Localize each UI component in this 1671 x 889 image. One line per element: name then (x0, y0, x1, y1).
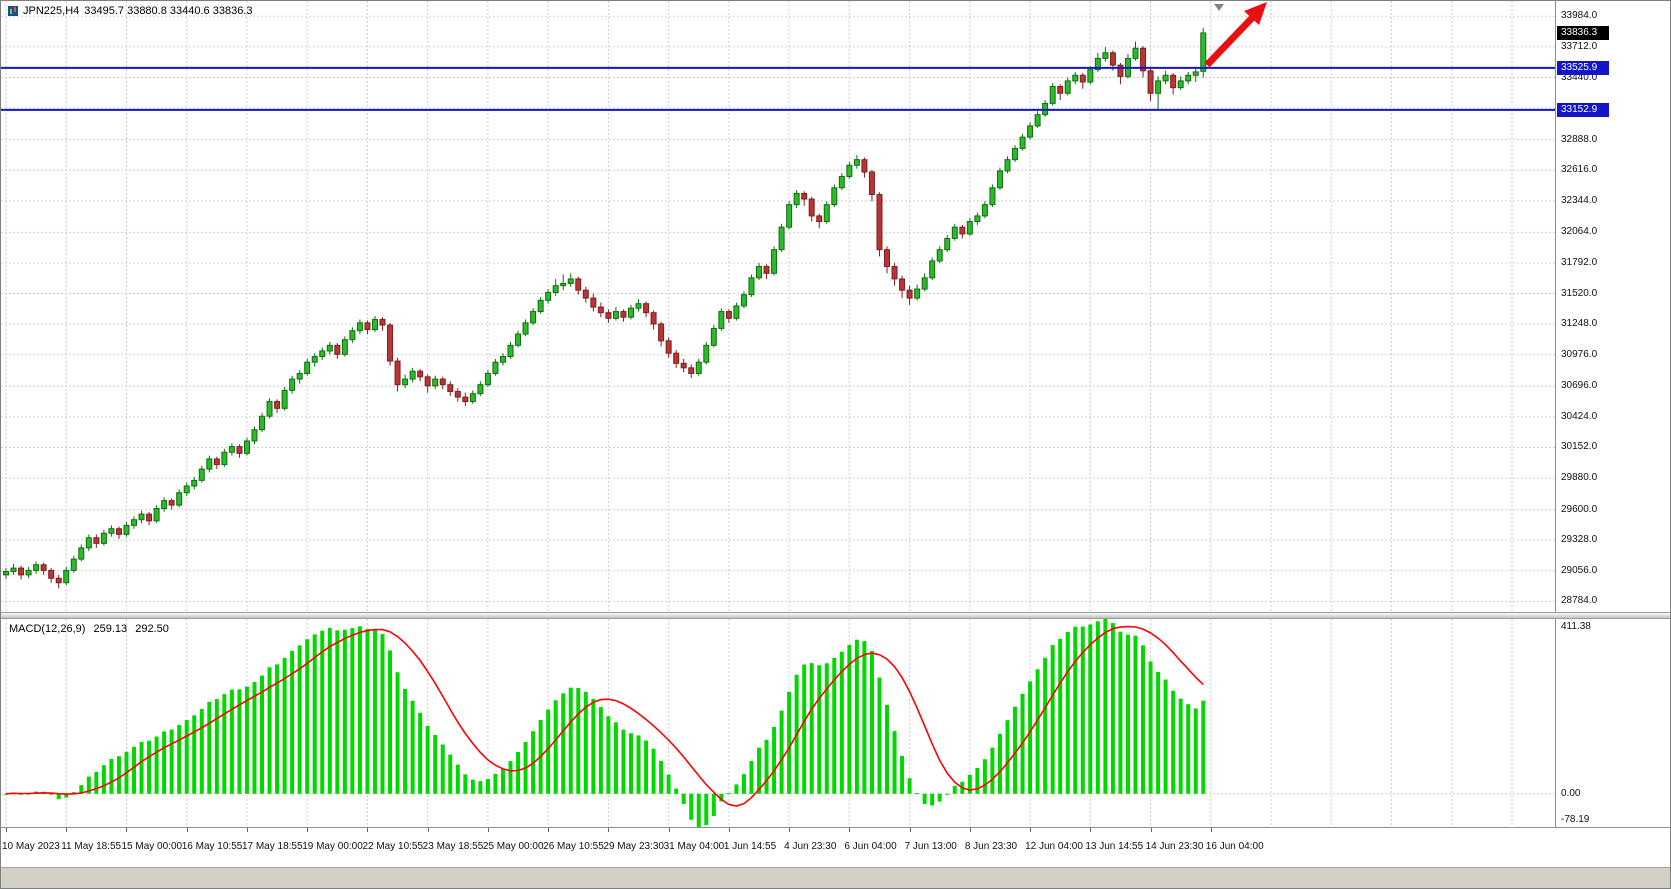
time-axis-label: 16 May 10:55 (181, 841, 243, 852)
time-axis-label: 25 May 00:00 (482, 841, 544, 852)
last-price-value: 33836.3 (1561, 26, 1598, 38)
price-chart[interactable] (1, 1, 1555, 612)
price-axis-label: 31520.0 (1561, 287, 1598, 299)
time-tick (789, 828, 791, 832)
time-axis-label: 11 May 18:55 (61, 841, 122, 852)
time-axis-label: 16 Jun 04:00 (1205, 841, 1264, 852)
horizontal-lines[interactable] (1, 66, 1555, 111)
price-axis[interactable]: 33836.3 33525.9 33152.9 33984.0 33712.0 33… (1555, 1, 1670, 867)
macd-indicator-label: MACD(12,26,9) 259.13 292.50 (9, 623, 174, 635)
price-axis-label: 29056.0 (1561, 564, 1598, 576)
time-tick (909, 828, 911, 832)
panel-splitter[interactable] (1, 612, 1670, 619)
time-axis-label: 14 Jun 23:30 (1145, 841, 1204, 852)
time-axis-label: 10 May 2023 (2, 841, 60, 852)
time-tick (668, 828, 670, 832)
macd-axis-label: 411.38 (1561, 621, 1591, 632)
time-tick (367, 828, 369, 832)
hline-lower-value: 33152.9 (1561, 103, 1598, 115)
time-tick (6, 828, 7, 832)
price-axis-label: 30976.0 (1561, 348, 1598, 360)
candlesticks (3, 27, 1207, 589)
time-axis-label: 26 May 10:55 (543, 841, 604, 852)
macd-panel[interactable] (1, 619, 1555, 827)
time-tick (1090, 828, 1092, 832)
time-axis-label: 1 Jun 14:55 (723, 841, 777, 852)
price-grid (1, 1, 1555, 612)
time-axis-label: 6 Jun 04:00 (844, 841, 897, 852)
time-axis-label: 31 May 04:00 (663, 841, 725, 852)
macd-histogram (4, 619, 1206, 827)
time-tick (728, 828, 730, 832)
time-tick (548, 828, 550, 832)
price-axis-label: 31792.0 (1561, 256, 1598, 268)
price-axis-label: 32344.0 (1561, 194, 1598, 206)
time-tick (66, 828, 68, 832)
price-axis-label: 30152.0 (1561, 441, 1598, 453)
price-axis-label: 32064.0 (1561, 226, 1598, 238)
price-axis-label: 32888.0 (1561, 133, 1598, 145)
time-axis-label: 13 Jun 14:55 (1085, 841, 1144, 852)
time-axis-label: 8 Jun 23:30 (964, 841, 1018, 852)
macd-axis-label: -78.19 (1561, 814, 1590, 825)
time-axis-label: 17 May 18:55 (241, 841, 303, 852)
price-axis-label: 33712.0 (1561, 40, 1598, 52)
price-axis-label: 31248.0 (1561, 318, 1598, 330)
time-axis-label: 15 May 00:00 (121, 841, 183, 852)
time-tick (849, 828, 851, 832)
time-tick (1210, 828, 1212, 832)
price-axis-label: 28784.0 (1561, 595, 1598, 607)
time-tick (608, 828, 610, 832)
time-tick (427, 828, 429, 832)
time-tick (487, 828, 489, 832)
price-axis-label: 29328.0 (1561, 534, 1598, 546)
macd-signal-line (5, 625, 1204, 807)
chart-title: JPN225,H4 33495.7 33880.8 33440.6 33836.… (8, 5, 252, 17)
price-axis-label: 30424.0 (1561, 410, 1598, 422)
macd-axis-label: 0.00 (1561, 787, 1581, 799)
time-axis-label: 22 May 10:55 (362, 841, 424, 852)
macd-grid (1, 619, 1555, 827)
last-price-tag: 33836.3 (1557, 25, 1609, 40)
trend-arrow-annotation[interactable] (1204, 2, 1267, 68)
time-tick (969, 828, 971, 832)
price-axis-label: 29880.0 (1561, 472, 1598, 484)
price-axis-label: 29600.0 (1561, 503, 1598, 515)
symbol-timeframe-label: JPN225,H4 (23, 5, 80, 17)
time-axis-label: 23 May 18:55 (422, 841, 484, 852)
ohlc-values-label: 33495.7 33880.8 33440.6 33836.3 (84, 5, 253, 17)
window-bottom-edge (1, 867, 1670, 888)
price-axis-label: 32616.0 (1561, 164, 1598, 176)
hline-price-tag-lower: 33152.9 (1557, 102, 1609, 117)
price-axis-label: 30696.0 (1561, 380, 1598, 392)
time-axis-label: 4 Jun 23:30 (784, 841, 837, 852)
time-axis-label: 7 Jun 13:00 (904, 841, 957, 852)
chart-window-icon (8, 6, 18, 16)
time-tick (307, 828, 309, 832)
time-axis-label: 12 Jun 04:00 (1025, 841, 1083, 852)
time-tick (246, 828, 248, 832)
hline-upper-value: 33525.9 (1561, 61, 1598, 73)
price-axis-label: 33440.0 (1561, 71, 1598, 83)
time-axis[interactable]: 10 May 2023 11 May 18:55 15 May 00:00 16 Ma… (1, 827, 1670, 868)
time-tick (126, 828, 128, 832)
time-tick (186, 828, 188, 832)
macd-title: MACD(12,26,9) (9, 623, 86, 635)
chart-shift-marker-icon (1214, 4, 1224, 11)
macd-signal-value: 292.50 (135, 623, 169, 635)
time-axis-label: 19 May 00:00 (302, 841, 363, 852)
time-tick (1030, 828, 1032, 832)
time-tick (1150, 828, 1152, 832)
time-axis-label: 29 May 23:30 (603, 841, 664, 852)
hline-price-tag-upper: 33525.9 (1557, 60, 1609, 75)
price-axis-label: 33984.0 (1561, 10, 1598, 22)
macd-main-value: 259.13 (93, 623, 128, 635)
